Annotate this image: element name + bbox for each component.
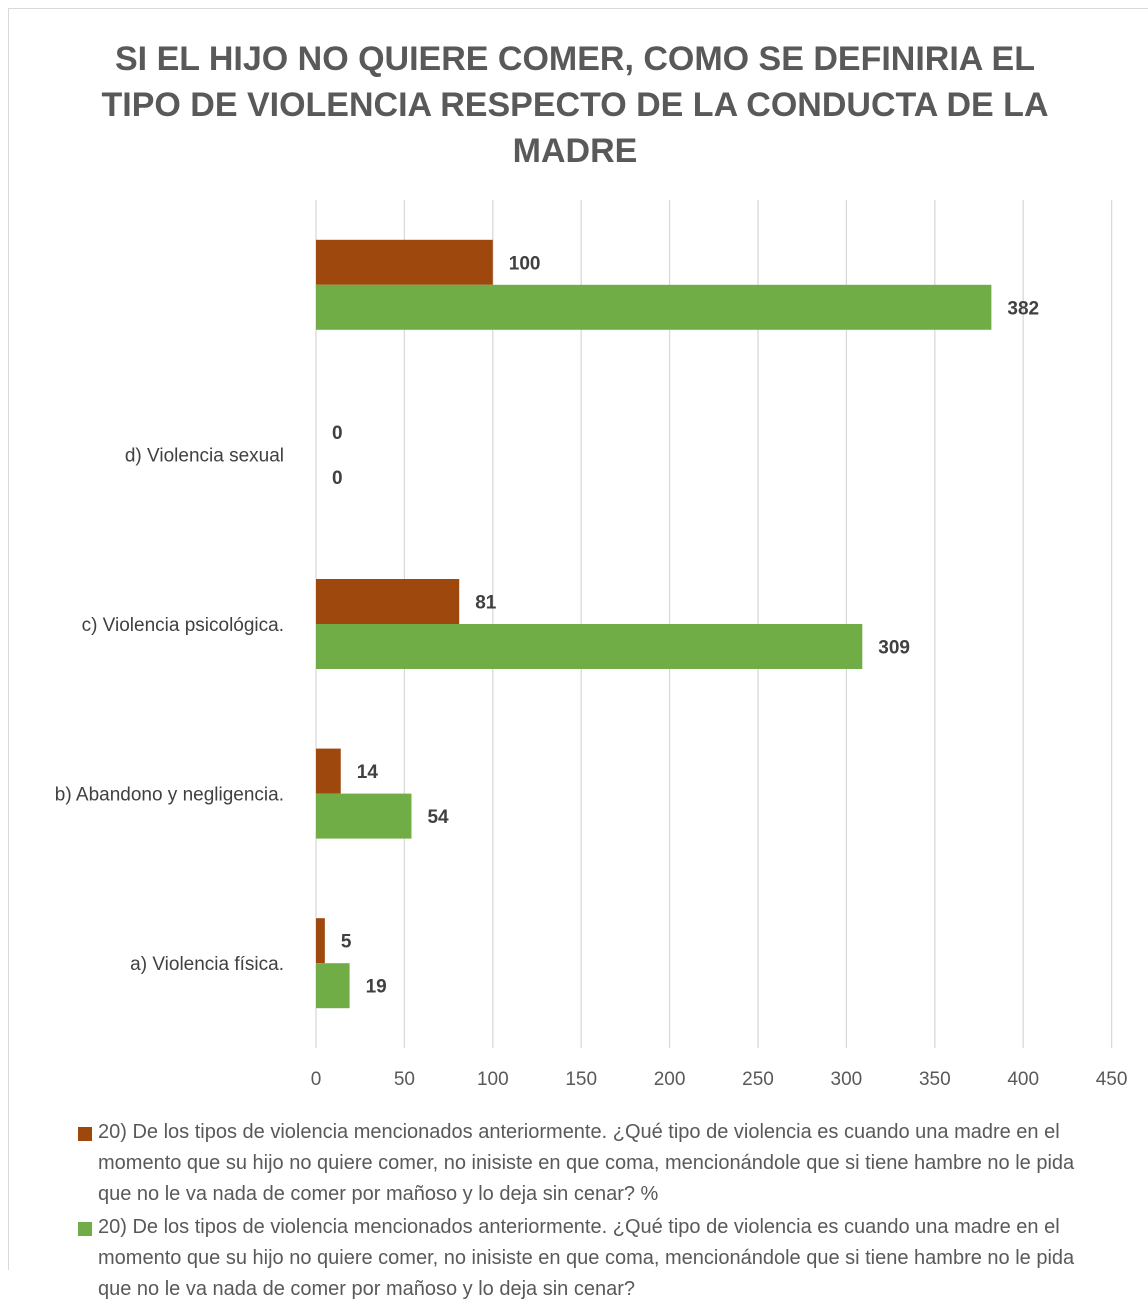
data-label-series-2-cat-1: 19 (366, 977, 387, 998)
x-tick-label-0: 0 (311, 1069, 322, 1090)
bar-series-1-cat-2 (316, 748, 341, 794)
category-label-4: d) Violencia sexual (125, 445, 284, 466)
x-tick-label-400: 400 (1007, 1069, 1039, 1090)
x-tick-label-450: 450 (1096, 1069, 1128, 1090)
data-label-series-1-cat-2: 14 (357, 762, 379, 783)
data-label-series-1-cat-4: 0 (332, 423, 343, 444)
data-label-series-1-cat-1: 5 (341, 932, 352, 953)
legend-entry-series-2: 20) De los tipos de violencia mencionado… (78, 1212, 1088, 1305)
legend-swatch-series-1 (78, 1127, 92, 1141)
bar-series-1-cat-3 (316, 579, 460, 624)
legend-label-series-1: 20) De los tipos de violencia mencionado… (98, 1121, 1075, 1205)
data-label-series-2-cat-4: 0 (332, 468, 343, 489)
legend-swatch-series-2 (78, 1222, 92, 1236)
bar-series-1-cat-1 (316, 918, 325, 964)
data-label-series-1-cat-5: 100 (509, 253, 541, 274)
bar-series-2-cat-5 (316, 284, 992, 330)
x-tick-label-100: 100 (477, 1069, 509, 1090)
bar-series-2-cat-2 (316, 793, 412, 839)
chart-title: SI EL HIJO NO QUIERE COMER, COMO SE DEFI… (101, 40, 1049, 170)
legend-label-series-2: 20) De los tipos de violencia mencionado… (98, 1216, 1075, 1300)
x-tick-label-300: 300 (831, 1069, 863, 1090)
data-label-series-2-cat-3: 309 (878, 638, 910, 659)
data-label-series-2-cat-5: 382 (1007, 298, 1039, 319)
x-tick-label-350: 350 (919, 1069, 951, 1090)
bars (316, 239, 992, 1009)
bar-chart-plot: 0 50 100 150 200 250 300 350 400 450 5 19 a) Violenc… (55, 200, 1128, 1090)
category-label-1: a) Violencia física. (130, 954, 284, 975)
bar-series-2-cat-3 (316, 624, 863, 669)
bar-series-1-cat-5 (316, 239, 493, 285)
legend-entry-series-1: 20) De los tipos de violencia mencionado… (78, 1117, 1088, 1210)
x-tick-label-250: 250 (742, 1069, 774, 1090)
labels: 0 50 100 150 200 250 300 350 400 450 5 19 a) Violenc… (55, 253, 1128, 1090)
x-tick-label-150: 150 (565, 1069, 597, 1090)
bar-series-2-cat-1 (316, 963, 350, 1009)
category-label-3: c) Violencia psicológica. (82, 615, 284, 636)
x-tick-label-50: 50 (394, 1069, 415, 1090)
data-label-series-1-cat-3: 81 (475, 593, 497, 614)
x-tick-label-200: 200 (654, 1069, 686, 1090)
category-label-2: b) Abandono y negligencia. (55, 785, 284, 806)
data-label-series-2-cat-2: 54 (427, 807, 449, 828)
